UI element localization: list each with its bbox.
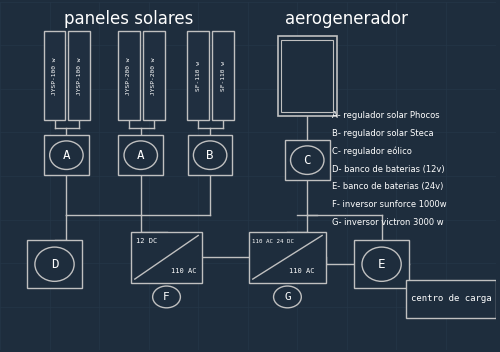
Ellipse shape: [362, 247, 401, 281]
Bar: [354, 240, 409, 288]
Text: JYSP-200 w: JYSP-200 w: [151, 57, 156, 95]
Text: F- inversor sunforce 1000w: F- inversor sunforce 1000w: [332, 200, 446, 209]
Text: 110 AC: 110 AC: [290, 268, 315, 274]
Text: F: F: [163, 292, 170, 302]
Text: JYSP-100 w: JYSP-100 w: [77, 57, 82, 95]
Bar: [118, 31, 140, 120]
Text: A: A: [137, 149, 144, 162]
Text: E- banco de baterias (24v): E- banco de baterias (24v): [332, 182, 444, 191]
Bar: [278, 36, 337, 115]
Bar: [44, 31, 66, 120]
Bar: [118, 136, 163, 175]
Bar: [282, 40, 333, 112]
Bar: [142, 31, 165, 120]
Bar: [28, 240, 82, 288]
Bar: [44, 136, 88, 175]
Text: aerogenerador: aerogenerador: [286, 11, 408, 29]
Ellipse shape: [274, 286, 301, 308]
Ellipse shape: [152, 286, 180, 308]
Text: A- regulador solar Phocos: A- regulador solar Phocos: [332, 111, 440, 120]
Text: A: A: [62, 149, 70, 162]
Bar: [188, 136, 232, 175]
Bar: [68, 31, 90, 120]
Text: JYSP-200 w: JYSP-200 w: [126, 57, 132, 95]
Text: B- regulador solar Steca: B- regulador solar Steca: [332, 129, 434, 138]
Text: B: B: [206, 149, 214, 162]
Text: centro de carga: centro de carga: [410, 294, 492, 303]
Ellipse shape: [124, 141, 158, 169]
Bar: [188, 31, 209, 120]
Bar: [212, 31, 234, 120]
Ellipse shape: [194, 141, 227, 169]
Bar: [131, 232, 202, 283]
Text: SF-110 w: SF-110 w: [196, 61, 200, 91]
Bar: [406, 280, 496, 318]
Text: 110 AC: 110 AC: [172, 268, 197, 274]
Text: SF-110 w: SF-110 w: [220, 61, 226, 91]
Ellipse shape: [290, 146, 324, 174]
Text: JYSP-100 w: JYSP-100 w: [52, 57, 57, 95]
Text: G- inversor victron 3000 w: G- inversor victron 3000 w: [332, 218, 444, 227]
Text: 110 AC 24 DC: 110 AC 24 DC: [252, 239, 294, 244]
Text: D- banco de baterias (12v): D- banco de baterias (12v): [332, 165, 444, 174]
Text: C: C: [304, 153, 311, 166]
Ellipse shape: [35, 247, 74, 281]
Bar: [285, 140, 330, 180]
Text: paneles solares: paneles solares: [64, 11, 194, 29]
Text: C- regulador eólico: C- regulador eólico: [332, 146, 412, 156]
Text: G: G: [284, 292, 291, 302]
Text: D: D: [51, 258, 59, 271]
Text: E: E: [378, 258, 386, 271]
Bar: [249, 232, 326, 283]
Ellipse shape: [50, 141, 83, 169]
Text: 12 DC: 12 DC: [136, 238, 157, 244]
